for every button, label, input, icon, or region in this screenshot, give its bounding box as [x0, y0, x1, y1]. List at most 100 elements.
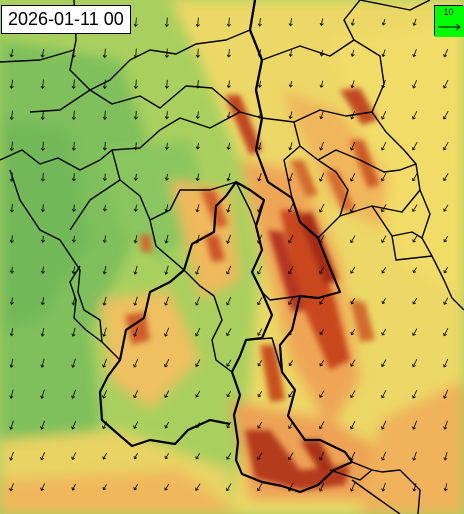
wind-arrow	[102, 266, 107, 275]
wind-arrow	[9, 358, 14, 368]
wind-arrow	[257, 17, 262, 27]
wind-arrow	[71, 48, 76, 58]
wind-arrow	[9, 297, 14, 306]
wind-arrow	[319, 359, 325, 367]
wind-arrow	[102, 452, 108, 460]
wind-arrow	[71, 266, 76, 275]
wind-arrow	[257, 359, 263, 367]
wind-arrow	[9, 141, 14, 152]
wind-arrow	[226, 391, 232, 398]
wind-arrow	[257, 483, 263, 492]
wind-arrow	[319, 266, 325, 275]
wind-arrow	[164, 142, 169, 150]
wind-arrow	[443, 451, 448, 461]
wind-arrow	[133, 48, 138, 59]
wind-arrow	[164, 79, 169, 89]
wind-arrow	[40, 141, 45, 152]
wind-arrow	[40, 204, 45, 213]
wind-arrow	[381, 328, 387, 336]
wind-arrow	[443, 358, 449, 368]
wind-arrow	[443, 141, 449, 151]
wind-arrow	[288, 482, 294, 492]
wind-arrow	[288, 49, 293, 58]
wind-arrow	[226, 48, 231, 58]
wind-arrow	[443, 204, 449, 212]
wind-arrow	[412, 235, 418, 243]
wind-arrow	[443, 328, 449, 337]
wind-arrow	[102, 48, 107, 59]
wind-arrow	[195, 296, 201, 306]
wind-arrow	[319, 329, 325, 336]
wind-arrow	[381, 451, 387, 461]
wind-arrow	[319, 80, 324, 88]
wind-arrow	[133, 204, 138, 212]
wind-arrow	[40, 327, 45, 337]
wind-arrow	[71, 420, 77, 430]
wind-arrow	[319, 482, 325, 492]
wind-arrow	[443, 266, 449, 274]
wind-arrow	[40, 420, 45, 430]
wind-arrow	[164, 48, 169, 59]
wind-arrow	[133, 79, 138, 90]
wind-arrow	[195, 111, 200, 120]
wind-arrow	[257, 391, 263, 398]
wind-arrow	[164, 390, 170, 398]
wind-arrow	[71, 327, 76, 337]
wind-arrow	[226, 483, 232, 492]
wind-gust-streaks	[125, 88, 380, 490]
wind-arrow	[350, 359, 356, 367]
wind-arrow	[9, 266, 14, 274]
wind-arrow	[226, 296, 232, 306]
wind-arrow	[412, 110, 418, 120]
wind-arrow	[40, 48, 45, 58]
wind-arrow	[102, 421, 108, 430]
wind-arrow	[71, 296, 76, 306]
wind-arrow	[40, 358, 45, 368]
wind-arrow	[288, 452, 294, 461]
wind-arrow	[102, 141, 107, 151]
legend-arrow-icon	[435, 6, 464, 37]
wind-arrow	[443, 297, 449, 305]
wind-arrow	[350, 18, 355, 26]
wind-arrow	[257, 328, 263, 336]
wind-arrow	[164, 421, 170, 429]
wind-arrow	[195, 173, 200, 182]
wind-arrow	[412, 18, 417, 26]
wind-arrow	[40, 297, 45, 306]
wind-arrow	[288, 234, 294, 244]
wind-arrow	[164, 483, 170, 491]
wind-arrow	[9, 79, 14, 89]
wind-arrow	[133, 296, 138, 306]
wind-arrow	[381, 266, 387, 274]
wind-arrow	[226, 234, 231, 244]
wind-arrow	[195, 80, 200, 89]
wind-arrow	[381, 49, 386, 58]
wind-arrow	[443, 483, 448, 492]
wind-arrow	[350, 49, 355, 57]
wind-arrow	[226, 173, 231, 182]
wind-arrow	[288, 142, 293, 151]
wind-arrow	[257, 172, 262, 182]
wind-arrow	[350, 451, 356, 461]
wind-arrow	[9, 483, 14, 492]
wind-arrow	[102, 173, 107, 182]
wind-arrow	[257, 297, 263, 306]
wind-arrow	[319, 235, 325, 244]
wind-arrow	[133, 235, 138, 244]
wind-arrow	[133, 265, 138, 275]
wind-arrow	[40, 110, 45, 121]
wind-arrow	[381, 172, 387, 182]
wind-arrow	[71, 235, 76, 243]
wind-arrow	[412, 267, 417, 274]
wind-arrow	[257, 265, 263, 275]
wind-arrow	[133, 17, 138, 28]
wind-arrow	[71, 173, 76, 182]
wind-arrow	[71, 141, 76, 151]
wind-arrow	[226, 359, 232, 367]
wind-arrow	[102, 235, 107, 244]
wind-arrow	[288, 18, 293, 27]
wind-arrow	[195, 359, 201, 368]
wind-arrow	[102, 484, 107, 491]
wind-arrow	[443, 49, 449, 58]
